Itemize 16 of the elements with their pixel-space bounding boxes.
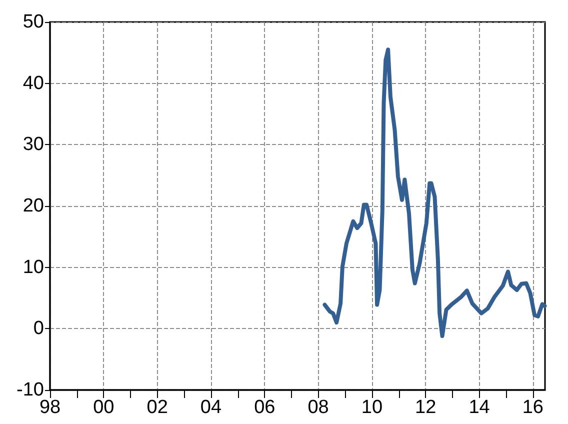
x-tick-label: 00: [93, 397, 114, 418]
y-tick-label: 40: [22, 72, 44, 94]
x-tick-label: 14: [468, 397, 490, 418]
x-tick-label: 10: [361, 397, 383, 418]
x-tick-label: 04: [200, 397, 222, 418]
y-tick-label: 30: [22, 134, 44, 156]
line-series: [322, 48, 547, 338]
x-tick-label: 12: [415, 397, 436, 418]
y-tick-label: 10: [22, 256, 44, 278]
y-tick-label: 50: [22, 12, 44, 32]
x-tick-label: 06: [254, 397, 276, 418]
y-tick-label: 20: [22, 196, 44, 216]
x-tick-label: 08: [308, 397, 329, 418]
x-tick-label: 02: [146, 397, 168, 418]
x-tick-label: 16: [522, 397, 544, 418]
y-tick-label: 0: [33, 318, 44, 340]
